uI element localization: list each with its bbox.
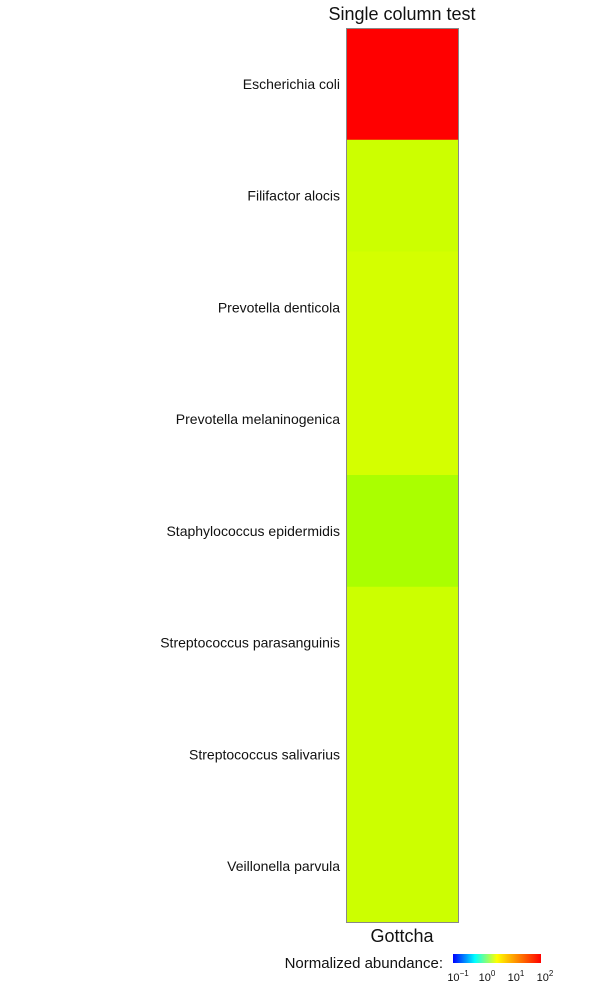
row-labels: Escherichia coli Filifactor alocis Prevote… <box>160 76 340 874</box>
heatmap-cell <box>346 251 458 364</box>
heatmap-cell <box>346 698 458 811</box>
heatmap-cell <box>346 139 458 252</box>
row-label: Staphylococcus epidermidis <box>166 523 340 539</box>
legend-tick-label: 101 <box>508 969 525 984</box>
legend-tick-label: 102 <box>537 969 554 984</box>
row-label: Filifactor alocis <box>247 188 340 204</box>
row-label: Streptococcus parasanguinis <box>160 635 340 651</box>
heatmap-cell <box>346 810 458 923</box>
column-label: Gottcha <box>370 926 434 946</box>
heatmap-cells <box>346 28 458 923</box>
heatmap-cell <box>346 475 458 588</box>
row-label: Escherichia coli <box>243 76 340 92</box>
row-label: Prevotella denticola <box>218 299 340 315</box>
legend-label: Normalized abundance: <box>285 955 443 972</box>
legend-ticks: 10−1 100 101 102 <box>447 969 554 984</box>
legend-tick-label: 10−1 <box>447 969 469 984</box>
row-label: Streptococcus salivarius <box>189 746 340 762</box>
chart-title: Single column test <box>328 4 475 24</box>
legend-color-bar <box>453 954 541 963</box>
heatmap-border <box>346 28 459 923</box>
heatmap-cell <box>346 363 458 476</box>
legend-tick-label: 100 <box>479 969 496 984</box>
heatmap-cell <box>346 586 458 699</box>
heatmap-cell <box>346 28 458 141</box>
row-label: Prevotella melaninogenica <box>176 411 340 427</box>
row-label: Veillonella parvula <box>227 858 340 874</box>
